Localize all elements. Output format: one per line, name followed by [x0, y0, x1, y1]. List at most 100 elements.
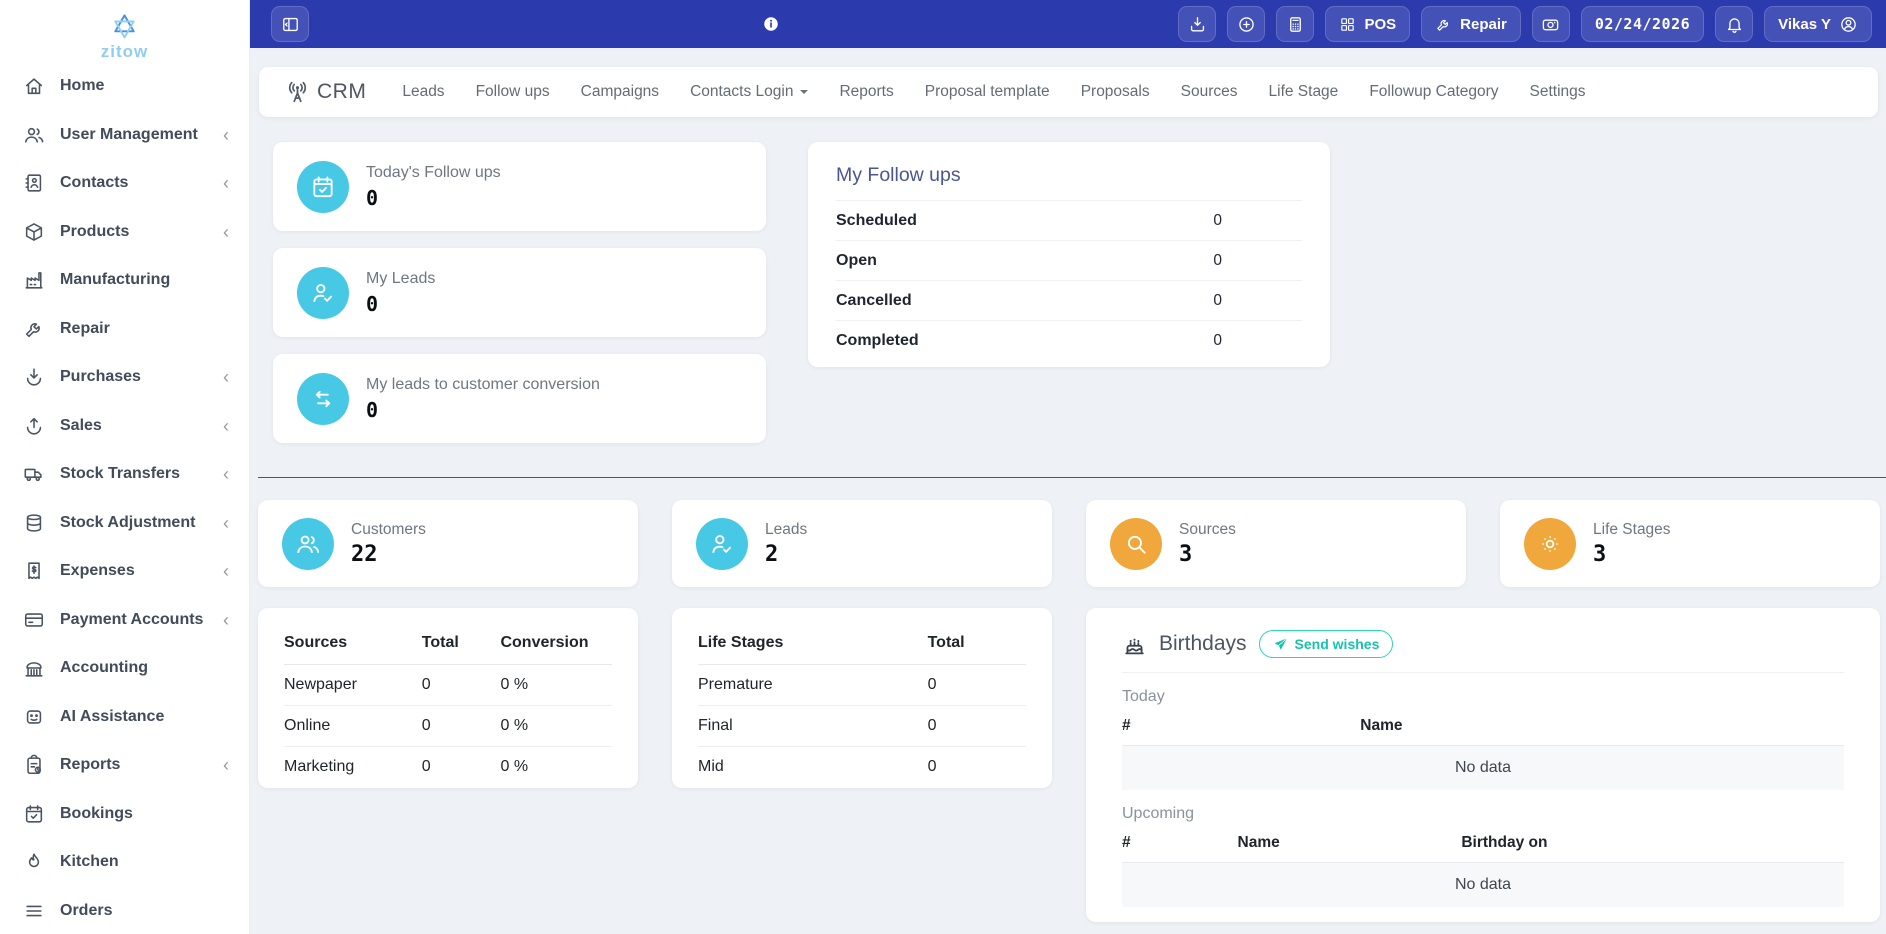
card-title: Today's Follow ups	[366, 163, 501, 181]
sidebar-item-ai-assistance[interactable]: AI Assistance	[0, 693, 249, 742]
crm-nav-proposal-template[interactable]: Proposal template	[924, 83, 1050, 100]
sources-table: Sources Total Conversion Newpaper 0 0 %	[284, 626, 612, 787]
flame-icon	[23, 851, 45, 873]
brand-name: zitow	[100, 42, 149, 61]
followup-row-scheduled: Scheduled 0	[836, 200, 1302, 240]
chevron-icon: ‹	[223, 415, 229, 436]
info-icon[interactable]	[762, 15, 780, 33]
card-title: My leads to customer conversion	[366, 375, 600, 393]
calculator-button[interactable]	[1276, 6, 1315, 42]
sidebar-item-stock-transfers[interactable]: Stock Transfers ‹	[0, 450, 249, 499]
chevron-icon: ‹	[223, 755, 229, 776]
sidebar-item-bookings[interactable]: Bookings	[0, 790, 249, 839]
sidebar-item-user-management[interactable]: User Management ‹	[0, 111, 249, 160]
sidebar-item-repair[interactable]: Repair	[0, 305, 249, 354]
sidebar-toggle-button[interactable]	[271, 6, 309, 42]
truck-icon	[23, 463, 45, 485]
panel-collapse-icon	[281, 15, 300, 34]
birthdays-today-table: # Name No data	[1122, 710, 1844, 790]
chevron-icon: ‹	[223, 464, 229, 485]
swap-arrows-icon	[297, 372, 349, 425]
repair-button[interactable]: Repair	[1421, 6, 1521, 42]
sidebar-item-payment-accounts[interactable]: Payment Accounts ‹	[0, 596, 249, 645]
current-date: 02/24/2026	[1594, 15, 1691, 33]
crm-nav-campaigns[interactable]: Campaigns	[580, 83, 660, 100]
download-button[interactable]	[1178, 6, 1217, 42]
crm-nav-settings[interactable]: Settings	[1529, 83, 1586, 100]
crm-nav-leads[interactable]: Leads	[402, 83, 445, 100]
menu-lines-icon	[23, 900, 45, 922]
date-button[interactable]: 02/24/2026	[1580, 6, 1705, 42]
card-value: 0	[366, 291, 379, 316]
followup-row-cancelled: Cancelled 0	[836, 280, 1302, 320]
sidebar-item-home[interactable]: Home	[0, 62, 249, 111]
summary-section: Today's Follow ups 0 My Leads 0	[273, 142, 1886, 443]
crm-nav-follow-ups[interactable]: Follow ups	[475, 83, 550, 100]
topbar: POS Repair 02/24/2026 Vikas Y	[250, 0, 1886, 48]
sidebar-item-orders[interactable]: Orders	[0, 887, 249, 934]
bell-icon	[1725, 15, 1744, 34]
crm-nav-followup-category[interactable]: Followup Category	[1369, 83, 1499, 100]
home-icon	[23, 75, 45, 97]
crm-nav-reports[interactable]: Reports	[839, 83, 894, 100]
add-button[interactable]	[1227, 6, 1266, 42]
table-row: Final 0	[698, 705, 1026, 747]
chevron-icon: ‹	[223, 609, 229, 630]
crm-brand-name: CRM	[317, 80, 367, 103]
sidebar-item-expenses[interactable]: Expenses ‹	[0, 547, 249, 596]
chevron-icon: ‹	[223, 512, 229, 533]
card-value: 0	[366, 185, 379, 210]
sidebar-item-contacts[interactable]: Contacts ‹	[0, 159, 249, 208]
life-stages-table-card: Life Stages Total Premature 0 Final	[672, 608, 1052, 788]
sidebar-item-manufacturing[interactable]: Manufacturing	[0, 256, 249, 305]
my-leads-card: My Leads 0	[273, 248, 766, 337]
sidebar-item-sales[interactable]: Sales ‹	[0, 402, 249, 451]
brand-star-icon	[114, 14, 135, 39]
calendar-check-icon	[297, 160, 349, 213]
table-row: Newpaper 0 0 %	[284, 664, 612, 706]
repair-label: Repair	[1460, 15, 1507, 33]
pos-button[interactable]: POS	[1325, 6, 1411, 42]
sidebar-item-reports[interactable]: Reports ‹	[0, 741, 249, 790]
sidebar-menu: Home User Management ‹ Contacts ‹ Products…	[0, 62, 249, 934]
column-header: #	[1122, 827, 1238, 863]
notifications-button[interactable]	[1715, 6, 1754, 42]
no-data-row: No data	[1122, 745, 1844, 790]
sidebar-item-accounting[interactable]: Accounting	[0, 644, 249, 693]
topbar-actions: POS Repair 02/24/2026 Vikas Y	[1178, 6, 1886, 42]
card-value: 0	[366, 397, 379, 422]
plus-circle-icon	[1237, 15, 1256, 34]
bank-icon	[23, 657, 45, 679]
crm-nav-contacts-login[interactable]: Contacts Login	[690, 83, 809, 101]
life-stages-table: Life Stages Total Premature 0 Final	[698, 626, 1026, 787]
receipt-dollar-icon	[23, 560, 45, 582]
box-icon	[23, 221, 45, 243]
sidebar-item-kitchen[interactable]: Kitchen	[0, 838, 249, 887]
sidebar-item-purchases[interactable]: Purchases ‹	[0, 353, 249, 402]
leads-conversion-card: My leads to customer conversion 0	[273, 354, 766, 443]
column-header: Sources	[284, 626, 422, 665]
crm-nav-proposals[interactable]: Proposals	[1080, 83, 1150, 100]
credit-card-icon	[23, 609, 45, 631]
column-header: Birthday on	[1461, 827, 1844, 863]
users-icon	[23, 124, 45, 146]
crm-brand: CRM	[285, 80, 366, 105]
crm-nav: CRM Leads Follow ups Campaigns Contacts …	[259, 67, 1878, 117]
followup-row-open: Open 0	[836, 240, 1302, 280]
my-followups-title: My Follow ups	[836, 164, 961, 186]
brand: zitow	[0, 0, 249, 62]
column-header: Life Stages	[698, 626, 928, 665]
table-row: Marketing 0 0 %	[284, 758, 529, 775]
send-wishes-button[interactable]: Send wishes	[1258, 630, 1394, 658]
sidebar-item-products[interactable]: Products ‹	[0, 208, 249, 257]
sidebar-item-stock-adjustment[interactable]: Stock Adjustment ‹	[0, 499, 249, 548]
database-icon	[23, 512, 45, 534]
user-menu-button[interactable]: Vikas Y	[1764, 6, 1872, 42]
card-title: My Leads	[366, 269, 436, 287]
crm-nav-sources[interactable]: Sources	[1180, 83, 1238, 100]
cash-register-button[interactable]	[1531, 6, 1570, 42]
crm-nav-life-stage[interactable]: Life Stage	[1268, 83, 1339, 100]
chevron-icon: ‹	[223, 173, 229, 194]
arrow-down-icon	[23, 366, 45, 388]
